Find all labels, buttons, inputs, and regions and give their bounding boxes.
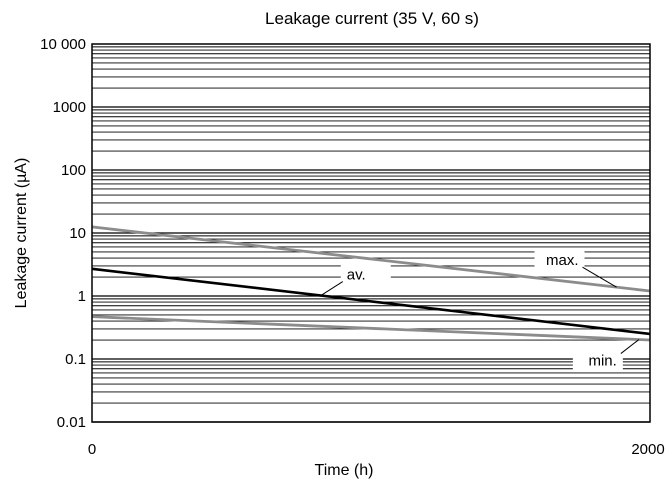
series-annotations: max. av. min. (320, 248, 640, 371)
plot-frame (91, 43, 651, 423)
series-label-max: max. (546, 252, 579, 269)
y-tick-label: 100 (61, 162, 86, 179)
annotation-leader-line (620, 339, 640, 354)
annotation-leader-line (582, 266, 617, 288)
x-tick-label: 2000 (631, 441, 664, 458)
series-line-av (91, 267, 651, 336)
chart-title: Leakage current (35 V, 60 s) (265, 9, 479, 28)
x-tick-label: 0 (88, 441, 96, 458)
series-line-max (91, 225, 651, 293)
series-layer (91, 225, 651, 342)
y-axis-label: Leakage current (µA) (13, 158, 30, 309)
y-tick-label: 10 (69, 225, 86, 242)
annotation-box (534, 248, 585, 271)
series-line-min (91, 315, 651, 342)
y-tick-labels: 0.01 0.1 1 10 100 1000 10 000 (40, 36, 86, 431)
y-tick-label: 10 000 (40, 36, 86, 53)
annotation-box (340, 262, 391, 285)
annotation-leader-line (320, 281, 344, 296)
series-label-av: av. (347, 267, 366, 284)
annotation-box (572, 348, 623, 371)
y-tick-label: 0.01 (57, 414, 86, 431)
y-tick-label: 1000 (53, 99, 86, 116)
x-axis-label: Time (h) (315, 462, 374, 479)
x-tick-labels: 0 2000 (88, 441, 665, 458)
series-label-min: min. (588, 353, 616, 370)
y-tick-label: 0.1 (65, 351, 86, 368)
y-tick-label: 1 (78, 288, 86, 305)
grid-lines (92, 46, 650, 423)
